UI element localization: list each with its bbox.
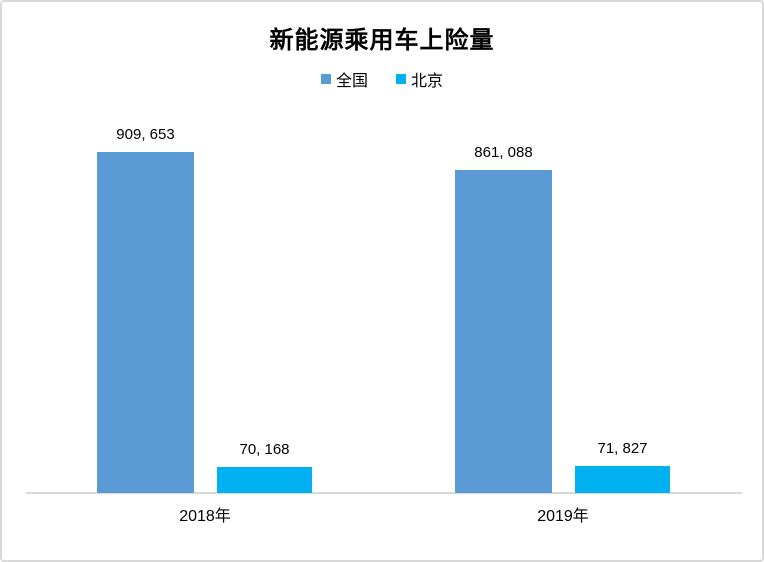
chart-title: 新能源乘用车上险量 [269,27,495,54]
bar-value-label-beijing-2018: 70, 168 [239,441,290,458]
legend-marker-national [320,74,331,84]
bar-national-2019 [455,170,552,493]
x-axis-label-2019: 2019年 [537,508,589,525]
bar-national-2018 [97,152,194,493]
legend-label-beijing: 北京 [411,73,444,90]
bar-value-label-national-2019: 861, 088 [474,144,533,161]
legend-item-beijing: 北京 [396,67,443,91]
bar-beijing-2019 [575,466,670,493]
x-axis-line [26,492,742,494]
legend-label-national: 全国 [335,73,368,90]
bar-beijing-2018 [217,467,312,493]
bar-value-label-national-2018: 909, 653 [116,126,175,143]
legend-item-national: 全国 [320,67,368,91]
legend: 全国 北京 [2,68,762,90]
legend-marker-beijing [396,74,406,84]
x-axis-label-2018: 2018年 [179,508,231,525]
bar-value-label-beijing-2019: 71, 827 [597,440,648,457]
